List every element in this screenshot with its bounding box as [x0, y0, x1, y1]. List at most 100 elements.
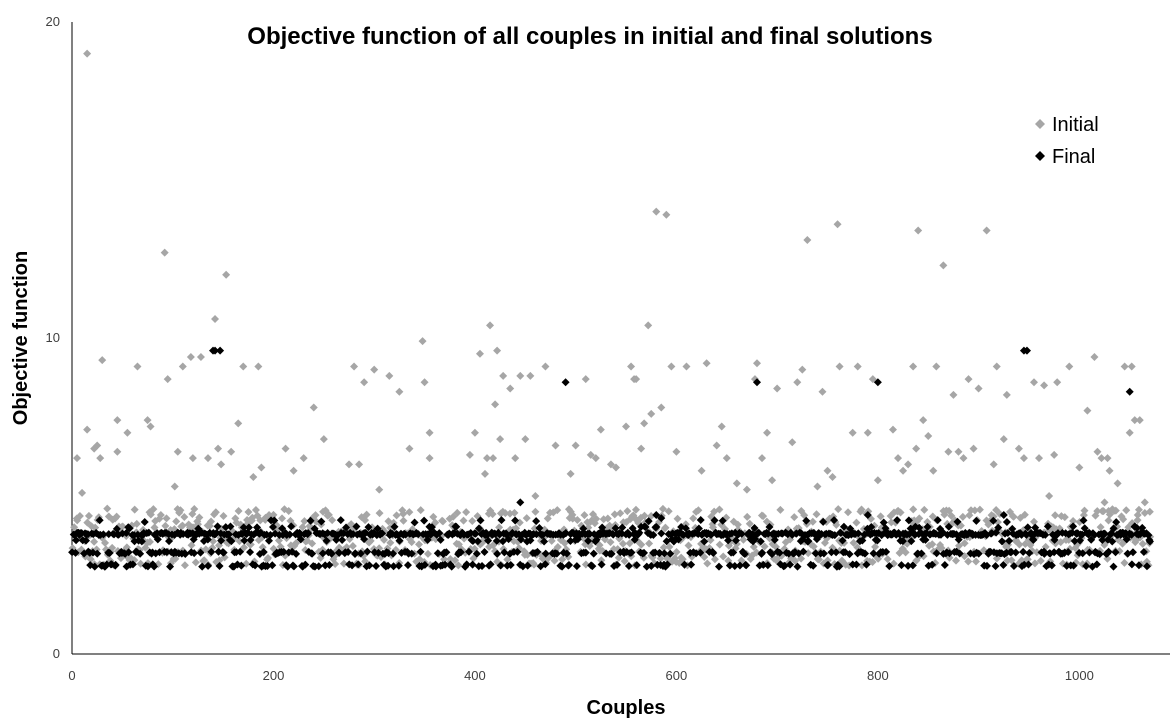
initial-point — [1133, 510, 1142, 519]
final-point — [1142, 562, 1151, 571]
final-point — [1111, 548, 1120, 557]
initial-point — [909, 362, 918, 371]
initial-point — [526, 371, 535, 380]
initial-point — [469, 554, 478, 563]
initial-point — [1103, 454, 1112, 463]
final-point — [989, 516, 998, 525]
initial-point — [1040, 381, 1049, 390]
initial-point — [276, 542, 285, 551]
initial-point — [586, 450, 595, 459]
initial-point — [647, 409, 656, 418]
final-point — [666, 549, 675, 558]
final-point — [994, 523, 1003, 532]
initial-point — [1030, 559, 1039, 568]
final-point — [1112, 518, 1121, 527]
initial-point — [665, 542, 674, 551]
initial-point — [86, 555, 95, 564]
initial-point — [596, 425, 605, 434]
initial-point — [501, 509, 510, 518]
initial-point — [1133, 516, 1142, 525]
initial-point — [776, 505, 785, 514]
initial-point — [98, 356, 107, 365]
final-point — [652, 510, 661, 519]
initial-point — [541, 362, 550, 371]
initial-point — [454, 561, 463, 570]
legend: Initial Final — [1035, 114, 1099, 168]
series-initial — [68, 49, 1155, 570]
final-point — [452, 522, 461, 531]
initial-point — [694, 506, 703, 515]
initial-point — [414, 540, 423, 549]
final-point — [839, 522, 848, 531]
final-point — [372, 562, 381, 571]
initial-point — [662, 210, 671, 219]
final-point — [893, 516, 902, 525]
initial-point — [833, 220, 842, 229]
initial-point — [970, 506, 979, 515]
final-point — [1019, 547, 1028, 556]
final-point — [473, 537, 482, 546]
initial-point — [470, 428, 479, 437]
initial-point — [146, 422, 155, 431]
final-point — [356, 549, 365, 558]
initial-point — [425, 428, 434, 437]
initial-point — [423, 549, 432, 558]
initial-point — [702, 359, 711, 368]
initial-point — [257, 463, 266, 472]
final-point — [1087, 535, 1096, 544]
initial-point — [958, 512, 967, 521]
initial-point — [263, 553, 272, 562]
initial-point — [658, 504, 667, 513]
initial-point — [682, 362, 691, 371]
initial-point — [1096, 523, 1105, 532]
initial-point — [803, 236, 812, 245]
final-point — [480, 548, 489, 557]
final-point — [504, 535, 513, 544]
initial-point — [637, 444, 646, 453]
initial-point — [380, 535, 389, 544]
final-point — [1003, 528, 1012, 537]
initial-point — [1104, 516, 1113, 525]
initial-point — [173, 447, 182, 456]
initial-point — [399, 509, 408, 518]
initial-point — [1122, 506, 1131, 515]
initial-point — [214, 444, 223, 453]
final-point — [718, 516, 727, 525]
final-point — [518, 562, 527, 571]
final-point — [940, 561, 949, 570]
final-point — [786, 560, 795, 569]
initial-point — [289, 466, 298, 475]
final-point — [190, 549, 199, 558]
final-point — [584, 536, 593, 545]
initial-point — [512, 524, 521, 533]
initial-point — [768, 476, 777, 485]
initial-point — [932, 362, 941, 371]
initial-point — [156, 511, 165, 520]
initial-point — [187, 541, 196, 550]
final-point — [552, 549, 561, 558]
final-point — [389, 549, 398, 558]
initial-point — [370, 365, 379, 374]
initial-point — [200, 556, 209, 565]
initial-point — [717, 422, 726, 431]
initial-point — [611, 463, 620, 472]
initial-point — [566, 507, 575, 516]
final-point — [285, 530, 294, 539]
final-point — [506, 560, 515, 569]
initial-point — [130, 505, 139, 514]
final-point — [921, 535, 930, 544]
final-point — [737, 529, 746, 538]
final-point — [759, 560, 768, 569]
initial-point — [853, 362, 862, 371]
final-point — [532, 517, 541, 526]
final-point — [1005, 536, 1014, 545]
final-point — [82, 536, 91, 545]
initial-point — [309, 403, 318, 412]
final-point — [932, 549, 941, 558]
final-point — [1132, 523, 1141, 532]
final-point — [128, 560, 137, 569]
initial-point — [954, 447, 963, 456]
final-point — [647, 562, 656, 571]
final-point — [611, 524, 620, 533]
initial-point — [632, 375, 641, 384]
